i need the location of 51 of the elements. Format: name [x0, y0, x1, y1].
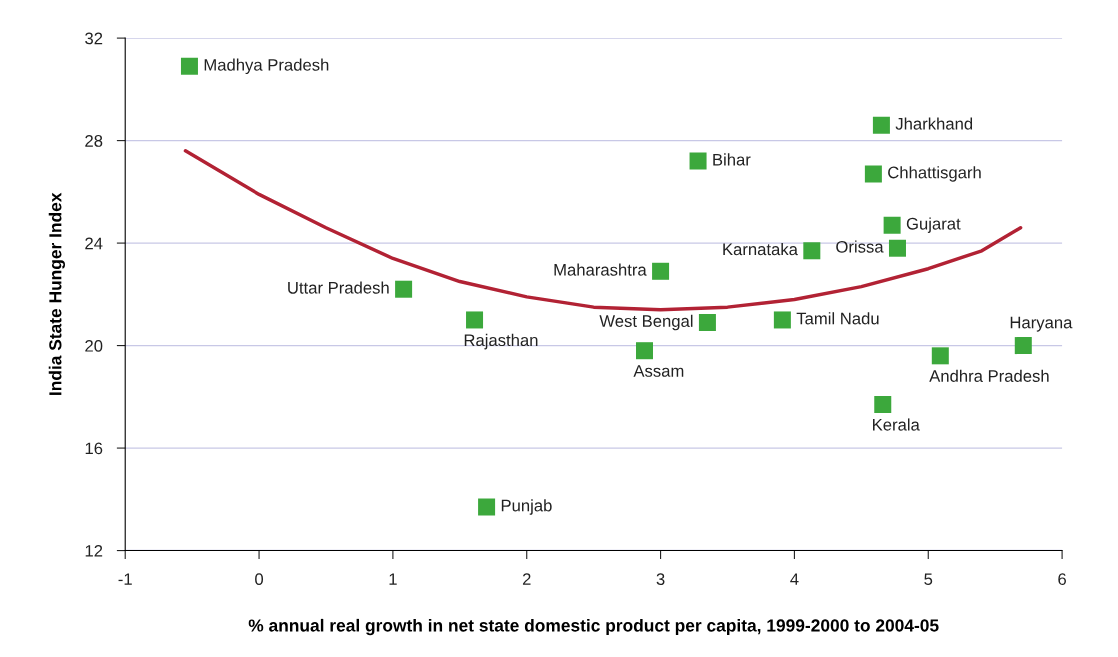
- annotation: Maharashtra: [554, 263, 647, 276]
- x-axis-title: % annual real growth in net state domestic product per capita, 1999-2000 to 2004-05: [248, 618, 939, 636]
- y-tick-label: 20: [85, 339, 103, 352]
- annotation: Gujarat: [906, 217, 961, 233]
- point: [1014, 337, 1032, 355]
- x-tick-label: 3: [656, 573, 665, 586]
- annotation: Chhattisgarh: [888, 166, 981, 182]
- point: [864, 165, 882, 183]
- point: [931, 347, 949, 365]
- y-tick-label: 24: [85, 237, 103, 250]
- annotation: Jharkhand: [895, 117, 973, 130]
- annotation: Orissa: [836, 240, 884, 253]
- annotation: Assam: [633, 365, 684, 377]
- y-tick-label: 28: [85, 135, 103, 147]
- y-tick-label: 32: [85, 32, 103, 45]
- annotation: Bihar: [713, 153, 751, 166]
- annotation: Haryana: [1010, 316, 1073, 332]
- x-tick-label: 4: [790, 573, 799, 585]
- annotation: Punjab: [501, 499, 552, 515]
- annotation: Karnataka: [723, 243, 798, 256]
- annotation: Tamil Nadu: [796, 312, 879, 325]
- point: [466, 311, 484, 329]
- point: [888, 239, 906, 257]
- x-tick-label: 1: [389, 573, 397, 585]
- point: [180, 57, 198, 75]
- x-tick-label: 5: [924, 573, 933, 586]
- point: [689, 152, 707, 170]
- point: [803, 242, 821, 260]
- annotation: Kerala: [873, 418, 920, 431]
- point: [883, 216, 901, 234]
- point: [872, 116, 890, 134]
- point: [636, 342, 654, 360]
- point: [874, 396, 892, 414]
- x-tick-label: 6: [1058, 573, 1066, 586]
- line-series: [183, 149, 1023, 312]
- annotation: Rajasthan: [464, 333, 538, 350]
- annotation: Andhra Pradesh: [929, 369, 1049, 382]
- x-tick-label: 2: [522, 573, 531, 585]
- x-tick-label: 0: [255, 573, 264, 586]
- y-axis-title: India State Hunger Index: [48, 192, 66, 395]
- point: [478, 498, 496, 516]
- x-tick-label: -1: [118, 573, 132, 585]
- y-tick-label: 16: [85, 442, 103, 455]
- point: [652, 262, 670, 280]
- annotation: West Bengal: [599, 314, 693, 331]
- point: [395, 280, 413, 298]
- point: [773, 311, 791, 329]
- annotation: Uttar Pradesh: [288, 281, 389, 294]
- annotation: Madhya Pradesh: [204, 58, 329, 75]
- y-tick-label: 12: [85, 544, 103, 557]
- point: [698, 314, 716, 332]
